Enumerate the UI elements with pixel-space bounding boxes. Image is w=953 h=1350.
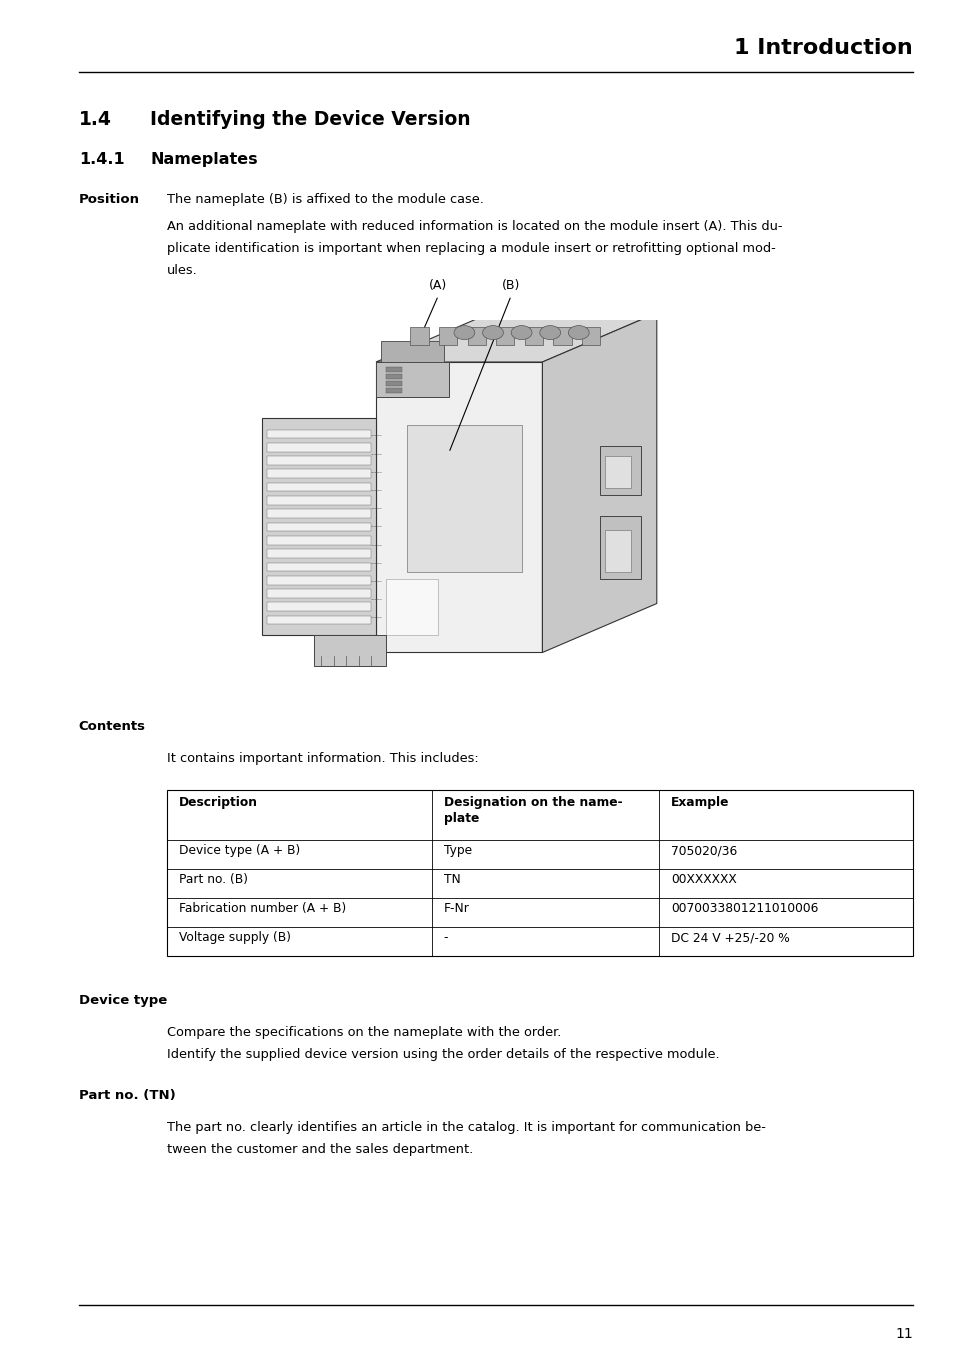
Polygon shape (375, 362, 542, 652)
Bar (267, 589, 371, 598)
Bar (581, 327, 599, 344)
Bar (467, 327, 485, 344)
Text: 11: 11 (894, 1327, 912, 1341)
Text: Compare the specifications on the nameplate with the order.: Compare the specifications on the namepl… (167, 1026, 560, 1040)
Circle shape (511, 325, 532, 340)
Circle shape (539, 325, 560, 340)
Text: Description: Description (179, 796, 257, 809)
Text: (B): (B) (501, 279, 519, 292)
Text: Device type (A + B): Device type (A + B) (179, 844, 300, 857)
Text: Part no. (TN): Part no. (TN) (78, 1089, 175, 1102)
Text: 1.4.1: 1.4.1 (78, 153, 124, 167)
Bar (267, 549, 371, 558)
Text: DC 24 V +25/-20 %: DC 24 V +25/-20 % (671, 931, 789, 944)
Bar (496, 327, 514, 344)
Text: (A): (A) (429, 279, 447, 292)
Text: Position: Position (78, 193, 139, 207)
Bar (604, 456, 630, 487)
Polygon shape (542, 313, 656, 652)
Bar (267, 470, 371, 478)
Text: Fabrication number (A + B): Fabrication number (A + B) (179, 902, 346, 915)
Bar (267, 616, 371, 625)
Text: Example: Example (671, 796, 729, 809)
Bar (407, 425, 521, 572)
Text: An additional nameplate with reduced information is located on the module insert: An additional nameplate with reduced inf… (167, 220, 781, 234)
Text: The nameplate (B) is affixed to the module case.: The nameplate (B) is affixed to the modu… (167, 193, 483, 207)
Bar (386, 579, 438, 634)
Text: TN: TN (443, 873, 460, 886)
Text: tween the customer and the sales department.: tween the customer and the sales departm… (167, 1143, 473, 1156)
Bar (267, 536, 371, 544)
Bar (267, 509, 371, 518)
Bar (386, 381, 401, 386)
Bar (267, 602, 371, 612)
Text: plicate identification is important when replacing a module insert or retrofitti: plicate identification is important when… (167, 242, 775, 255)
Text: Device type: Device type (78, 994, 167, 1007)
Text: Identify the supplied device version using the order details of the respective m: Identify the supplied device version usi… (167, 1048, 719, 1061)
Bar (375, 362, 448, 397)
Bar (267, 495, 371, 505)
Text: 705020/36: 705020/36 (671, 844, 737, 857)
Bar (267, 576, 371, 585)
Text: ules.: ules. (167, 265, 197, 277)
Text: 0070033801211010006: 0070033801211010006 (671, 902, 818, 915)
Bar (267, 563, 371, 571)
Bar (438, 327, 456, 344)
Text: It contains important information. This includes:: It contains important information. This … (167, 752, 478, 765)
Bar (386, 374, 401, 379)
Bar (386, 367, 401, 373)
Text: Type: Type (443, 844, 472, 857)
Circle shape (568, 325, 589, 340)
Bar (599, 516, 640, 579)
Bar (267, 443, 371, 452)
Text: -: - (443, 931, 448, 944)
Bar (410, 327, 428, 344)
Bar (267, 429, 371, 439)
Bar (267, 522, 371, 532)
Text: 00XXXXXX: 00XXXXXX (671, 873, 737, 886)
Text: 1 Introduction: 1 Introduction (734, 38, 912, 58)
Text: Identifying the Device Version: Identifying the Device Version (150, 109, 470, 130)
Bar (267, 456, 371, 464)
Text: F-Nr: F-Nr (443, 902, 469, 915)
Text: Part no. (B): Part no. (B) (179, 873, 248, 886)
Bar (604, 531, 630, 572)
Text: Contents: Contents (78, 720, 146, 733)
Polygon shape (375, 313, 656, 362)
Bar (381, 342, 443, 362)
Text: Voltage supply (B): Voltage supply (B) (179, 931, 291, 944)
Bar (267, 483, 371, 491)
Bar (386, 389, 401, 393)
Text: 1.4: 1.4 (78, 109, 112, 130)
Polygon shape (261, 418, 375, 634)
Bar (314, 634, 386, 667)
Bar (599, 446, 640, 495)
Text: The part no. clearly identifies an article in the catalog. It is important for c: The part no. clearly identifies an artic… (167, 1120, 765, 1134)
Circle shape (482, 325, 503, 340)
Text: Nameplates: Nameplates (150, 153, 257, 167)
Bar (553, 327, 571, 344)
Circle shape (454, 325, 475, 340)
Bar (524, 327, 542, 344)
Text: Designation on the name-
plate: Designation on the name- plate (443, 796, 621, 825)
